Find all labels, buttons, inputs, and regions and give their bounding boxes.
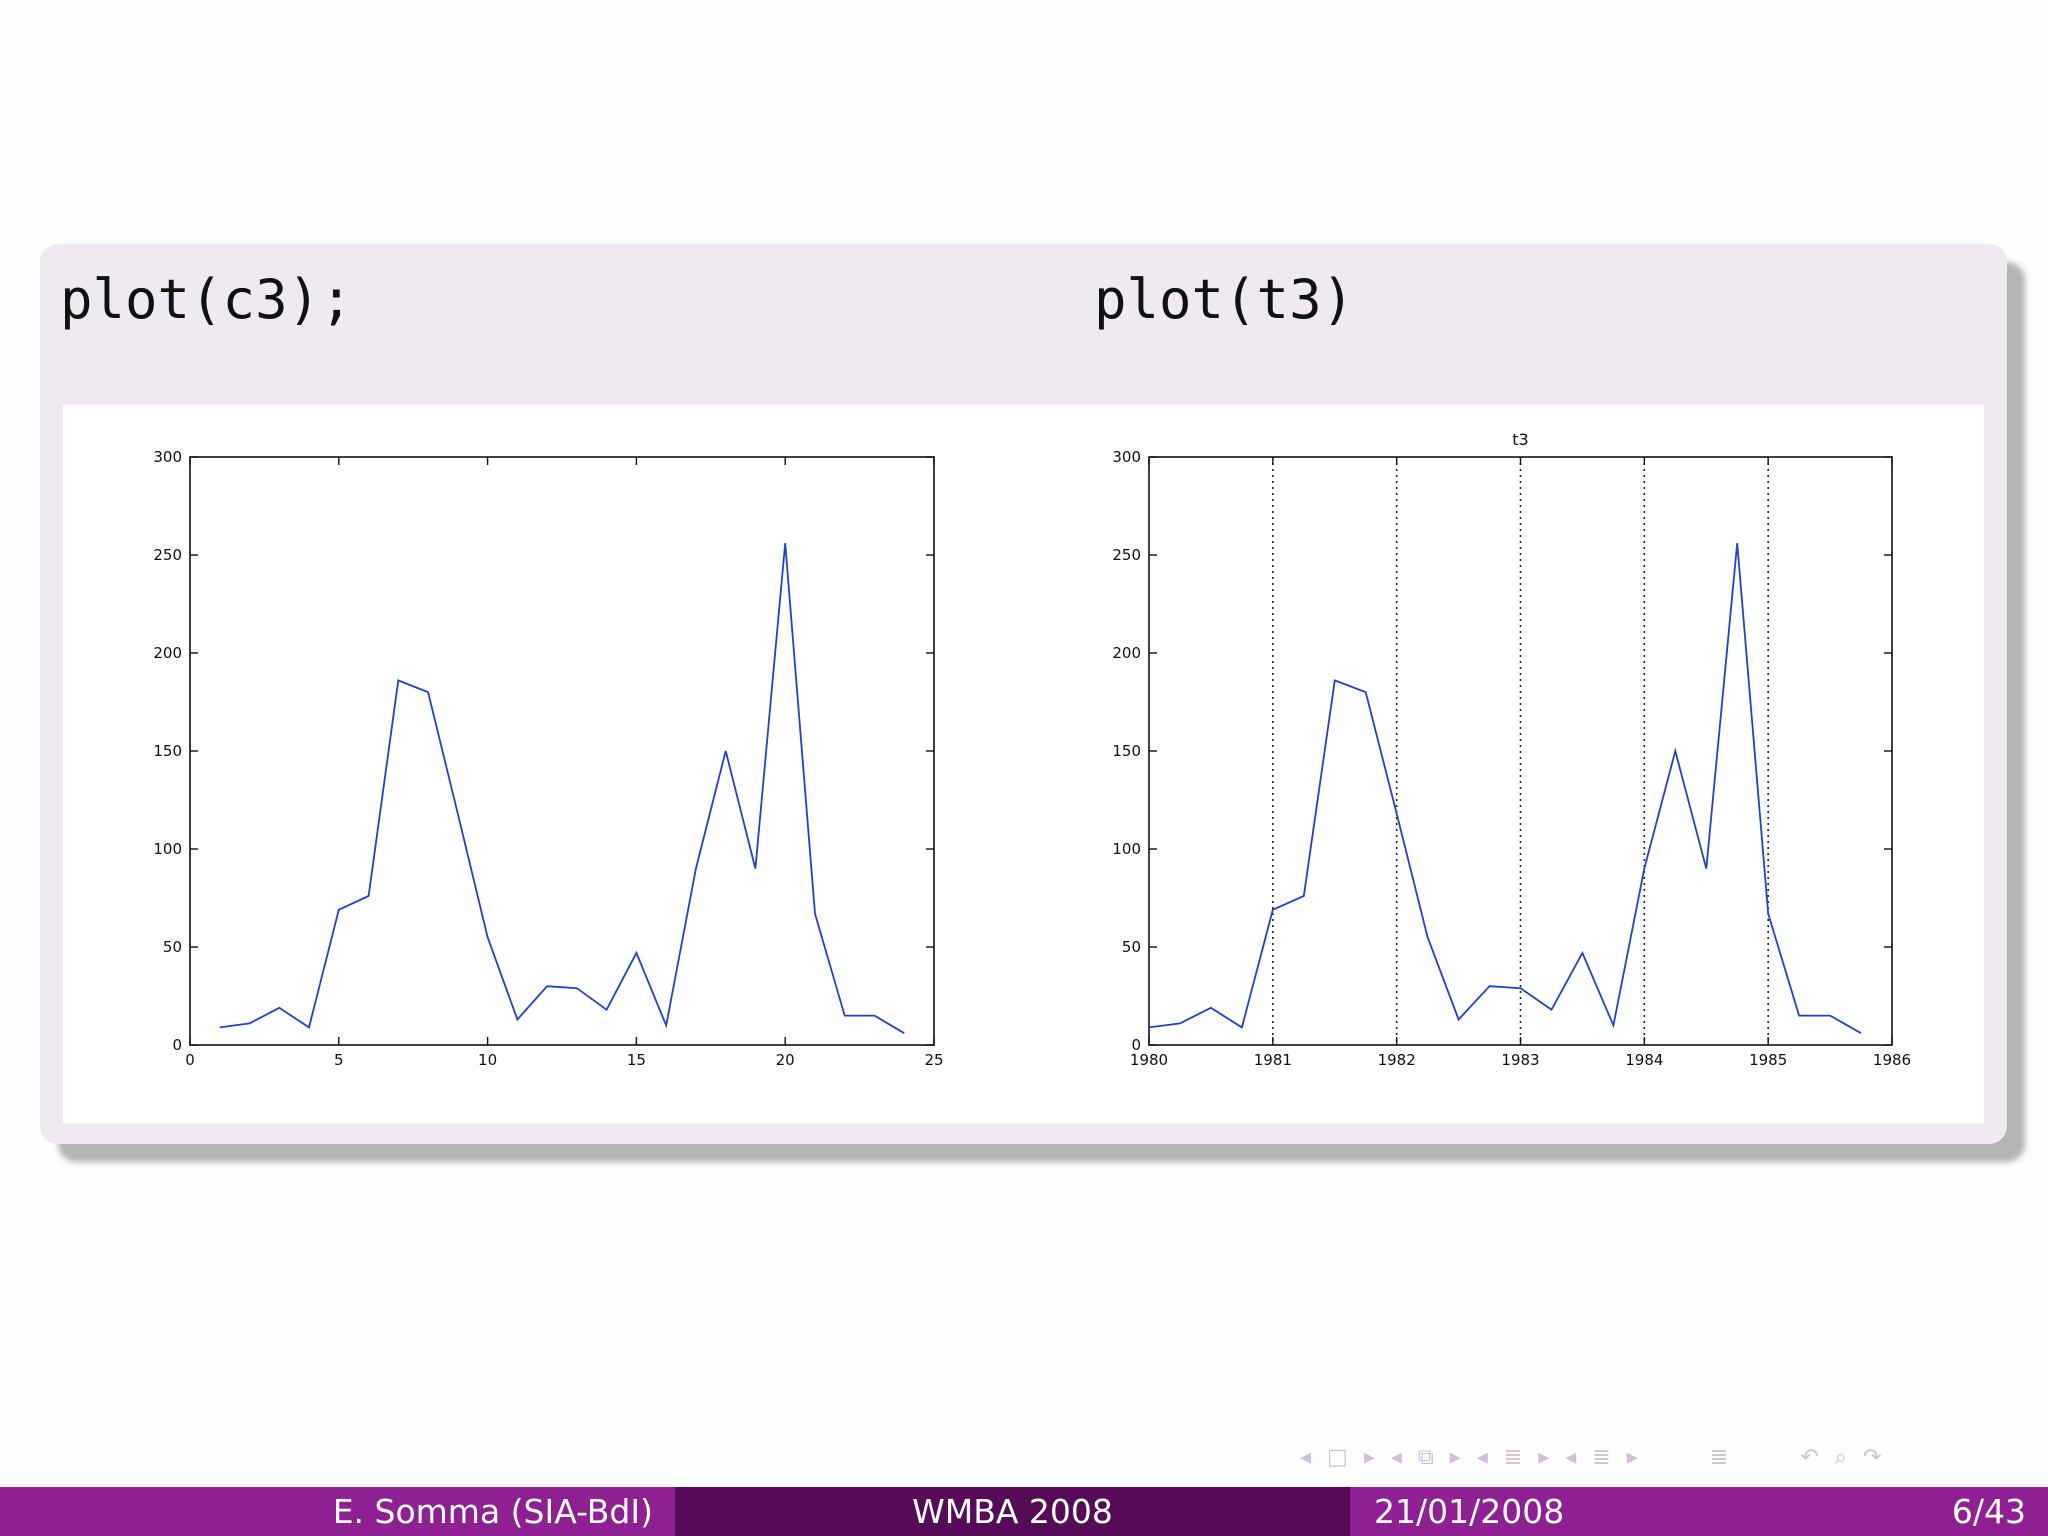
x-tick-label: 1985 [1749,1051,1787,1069]
prev-icon[interactable]: ◂ [1300,1444,1312,1470]
next-icon[interactable]: ▸ [1363,1444,1375,1470]
x-tick-label: 1982 [1378,1051,1416,1069]
x-tick-label: 1981 [1254,1051,1292,1069]
x-tick-label: 15 [627,1051,646,1069]
x-tick-label: 1980 [1130,1051,1168,1069]
y-tick-label: 300 [153,448,182,466]
y-tick-label: 100 [1112,840,1141,858]
series-line [1148,543,1862,1034]
y-tick-label: 150 [153,742,182,760]
y-tick-label: 300 [1112,448,1141,466]
undo-icon[interactable]: ↶ [1800,1444,1819,1470]
x-tick-label: 1986 [1873,1051,1911,1069]
x-tick-label: 0 [185,1051,195,1069]
x-tick-label: 1984 [1625,1051,1663,1069]
y-tick-label: 0 [172,1036,182,1054]
right-code-label: plot(t3) [1094,268,1355,331]
redo-icon[interactable]: ↷ [1862,1444,1882,1470]
x-tick-label: 1983 [1501,1051,1539,1069]
y-tick-label: 50 [163,938,182,956]
y-tick-label: 250 [153,546,182,564]
y-tick-label: 200 [153,644,182,662]
x-tick-label: 20 [776,1051,795,1069]
footer-date: 21/01/2008 [1374,1492,1565,1531]
y-tick-label: 100 [153,840,182,858]
footer: E. Somma (SIA-BdI) WMBA 2008 21/01/2008 … [0,1487,2048,1536]
footer-event: WMBA 2008 [675,1487,1350,1536]
align-icon[interactable]: ≣ [1709,1444,1729,1470]
prev-icon[interactable]: ◂ [1476,1444,1488,1470]
next-icon[interactable]: ▸ [1449,1444,1461,1470]
frame-icon[interactable]: □ [1327,1444,1348,1470]
plot-area [63,405,1984,1123]
next-icon[interactable]: ▸ [1538,1444,1550,1470]
series-line [219,543,905,1034]
x-tick-label: 10 [478,1051,497,1069]
chart-c3: 0 50 100 150 200 250 300 0 5 10 15 20 25 [153,448,943,1069]
next-icon[interactable]: ▸ [1626,1444,1638,1470]
x-tick-label: 5 [334,1051,344,1069]
footer-page: 6/43 [1951,1492,2026,1531]
prev-icon[interactable]: ◂ [1390,1444,1402,1470]
y-tick-label: 200 [1112,644,1141,662]
footer-author: E. Somma (SIA-BdI) [0,1487,675,1536]
y-tick-label: 0 [1131,1036,1141,1054]
prev-icon[interactable]: ◂ [1565,1444,1577,1470]
search-icon[interactable]: ⌕ [1834,1444,1847,1470]
footer-right: 21/01/2008 6/43 [1350,1487,2048,1536]
axes-box [189,456,935,1046]
y-tick-label: 150 [1112,742,1141,760]
y-tick-label: 250 [1112,546,1141,564]
chart-t3: 0 50 100 150 200 250 300 1980 1981 1982 1983 1984 19… [1112,430,1911,1069]
section-icon[interactable]: ≣ [1503,1444,1523,1470]
x-tick-label: 25 [924,1051,943,1069]
subsection-icon[interactable]: ⧉ [1417,1444,1434,1470]
y-tick-label: 50 [1122,938,1141,956]
beamer-navigation: ◂ □ ▸ ◂ ⧉ ▸ ◂ ≣ ▸ ◂ ≣ ▸ ≣ ↶ ⌕ ↷ [1300,1438,2040,1476]
left-code-label: plot(c3); [60,268,353,331]
chart-title: t3 [1512,430,1528,449]
align-icon[interactable]: ≣ [1592,1444,1611,1470]
